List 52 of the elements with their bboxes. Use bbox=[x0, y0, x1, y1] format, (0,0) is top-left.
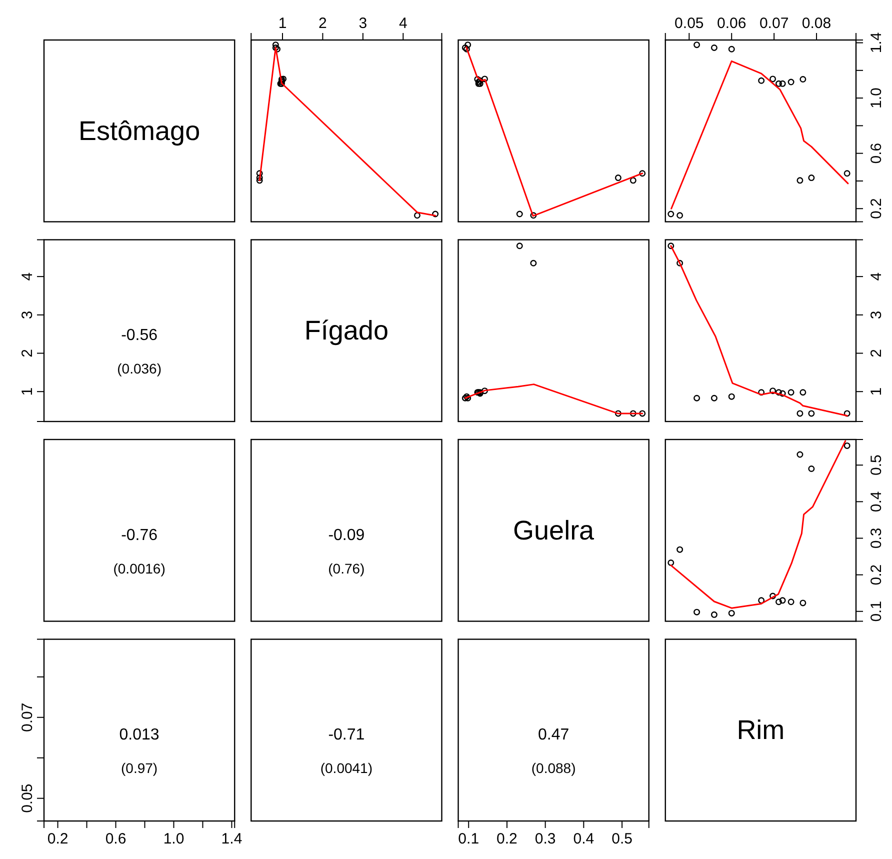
x-tick-label: 0.1 bbox=[458, 830, 480, 848]
text: Rim bbox=[736, 715, 785, 746]
x-tick-label: 1.4 bbox=[221, 830, 242, 848]
annotation: (0.036) bbox=[117, 360, 162, 377]
y-tick-label: 4 bbox=[19, 272, 36, 281]
x-tick-label: 0.05 bbox=[674, 15, 704, 32]
y-tick-label: 1.4 bbox=[868, 32, 885, 54]
text: Guelra bbox=[513, 515, 596, 546]
x-tick-label: 1 bbox=[278, 15, 287, 32]
x-tick-label: 0.2 bbox=[496, 830, 518, 848]
y-tick-label: 1 bbox=[19, 387, 36, 396]
x-tick-label: 2 bbox=[318, 15, 327, 32]
y-tick-label: 0.2 bbox=[868, 564, 885, 586]
x-tick-label: 1.0 bbox=[163, 830, 184, 848]
text: Estômago bbox=[78, 116, 200, 146]
x-tick-label: 0.3 bbox=[534, 830, 556, 848]
text: -0.71 bbox=[328, 726, 365, 744]
annotation: -0.56 bbox=[121, 327, 158, 344]
y-tick-label: 0.07 bbox=[19, 702, 36, 732]
x-tick-label: 0.6 bbox=[105, 830, 126, 848]
annotation: (0.97) bbox=[121, 760, 158, 776]
y-tick-label: 3 bbox=[868, 310, 885, 320]
x-tick-label: 0.5 bbox=[612, 830, 632, 848]
text: (0.0041) bbox=[320, 760, 373, 776]
annotation: 0.013 bbox=[119, 726, 160, 744]
y-tick-label: 2 bbox=[19, 349, 36, 358]
x-tick-label: 4 bbox=[398, 15, 408, 32]
y-tick-label: 2 bbox=[868, 349, 885, 358]
x-tick-label: 0.06 bbox=[717, 15, 746, 32]
text: (0.76) bbox=[328, 560, 365, 576]
y-tick-label: 1 bbox=[868, 387, 885, 396]
x-tick-label: 0.07 bbox=[759, 15, 789, 32]
text: (0.0016) bbox=[113, 560, 166, 576]
y-tick-label: 0.4 bbox=[868, 491, 885, 512]
text: Fígado bbox=[304, 316, 388, 346]
y-tick-label: 1.0 bbox=[868, 88, 885, 108]
y-tick-label: 4 bbox=[868, 272, 885, 281]
x-tick-label: 0.4 bbox=[573, 830, 594, 848]
text: -0.76 bbox=[121, 526, 158, 544]
y-tick-label: 0.2 bbox=[868, 198, 885, 220]
y-tick-label: 0.6 bbox=[868, 142, 885, 164]
text: -0.09 bbox=[328, 526, 365, 544]
annotation: 0.47 bbox=[538, 726, 570, 744]
y-tick-label: 0.3 bbox=[868, 528, 885, 549]
x-tick-label: 0.2 bbox=[47, 830, 68, 848]
y-tick-label: 0.1 bbox=[868, 600, 885, 622]
y-tick-label: 0.05 bbox=[19, 784, 36, 813]
y-tick-label: 0.5 bbox=[868, 454, 885, 476]
x-tick-label: 0.08 bbox=[802, 15, 832, 32]
annotation: (0.088) bbox=[531, 760, 576, 776]
y-tick-label: 3 bbox=[19, 310, 36, 320]
x-tick-label: 3 bbox=[358, 15, 368, 32]
